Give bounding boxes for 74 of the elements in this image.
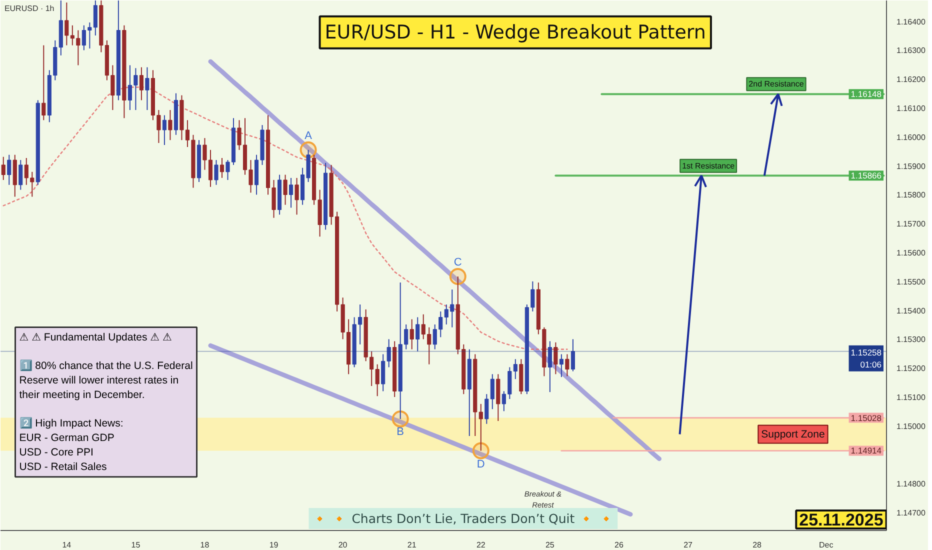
series-label: 1st Resistance	[682, 161, 736, 170]
data-label: 1.14914	[850, 446, 882, 456]
x-tick-label: 28	[752, 540, 762, 550]
candlestick	[168, 110, 172, 141]
candlestick	[283, 174, 288, 206]
candlestick	[7, 154, 12, 186]
y-tick-label: 1.15300	[896, 335, 926, 344]
candlestick	[42, 44, 46, 121]
y-tick-label: 1.15700	[896, 220, 926, 229]
candlestick	[381, 354, 386, 392]
candlestick	[410, 318, 414, 350]
band-label: Support Zone	[761, 428, 825, 440]
x-tick-label: 18	[200, 540, 210, 550]
y-tick-label: 1.16300	[896, 46, 926, 56]
y-tick-label: 1.15400	[896, 306, 926, 316]
y-tick-label: 1.15600	[896, 248, 926, 258]
candlestick	[220, 157, 224, 178]
data-label: 1.15028	[850, 412, 882, 423]
series-label: 2nd Resistance	[748, 80, 804, 89]
y-tick-label: 1.14800	[896, 480, 926, 489]
x-tick-label: 25	[545, 540, 555, 550]
text: EUR/USD - H1 - Wedge Breakout Pattern	[324, 21, 706, 44]
annotation: D	[476, 458, 485, 471]
point	[392, 410, 409, 428]
y-tick-label: 1.15900	[896, 162, 926, 171]
x-tick-label: 14	[62, 540, 72, 550]
point	[449, 268, 466, 285]
candlestick	[145, 66, 150, 111]
candlestick	[554, 342, 558, 375]
ref-line-label: 1.15258 01:06	[850, 347, 882, 370]
candlestick	[565, 354, 570, 377]
x-tick-label: 19	[269, 540, 279, 550]
data-label: 1.16148	[850, 89, 882, 100]
y-tick-label: 1.15200	[896, 364, 926, 374]
point	[472, 442, 490, 460]
y-tick-label: 1.15100	[896, 392, 926, 402]
y-tick-label: 1.16200	[896, 75, 926, 84]
annotation: A	[304, 130, 313, 142]
text: ⚠ ⚠ Fundamental Updates ⚠ ⚠ 1⃣ 80% chance that the U.S. Federal Reserve will lower interest rates in their meeting in December. 2⃣ High Impact News: EUR - German GDP USD - Core PPI USD - Retail Sales	[19, 331, 193, 473]
candlestick	[548, 340, 552, 393]
candlestick	[93, 0, 98, 36]
x-tick-label: Dec	[818, 540, 834, 550]
y-tick-label: 1.14700	[896, 508, 926, 518]
annotation: 🔸 🔸 Charts Don’t Lie, Traders Don’t Quit 🔸 🔸	[312, 511, 615, 526]
y-tick-label: 1.16000	[896, 132, 926, 142]
data-label: 1.15866	[850, 170, 882, 181]
x-tick-label: 20	[338, 540, 348, 550]
candlestick	[289, 177, 294, 208]
line-series	[208, 59, 662, 462]
y-tick-label: 1.16400	[896, 17, 926, 26]
candlestick	[1, 156, 6, 180]
candlestick	[18, 160, 23, 190]
candlestick	[416, 316, 420, 352]
x-tick-label: 26	[614, 540, 624, 550]
candlestick	[570, 338, 575, 372]
annotation: 25.11.2025	[799, 510, 884, 530]
x-tick-label: 27	[684, 540, 694, 550]
candlestick	[358, 304, 362, 345]
y-tick-label: 1.16100	[896, 104, 926, 114]
candlestick	[139, 66, 144, 101]
chart-subtitle: EURUSD · 1h	[4, 4, 54, 13]
candlestick	[559, 354, 564, 378]
x-tick-label: 15	[131, 540, 141, 550]
candlestick	[162, 114, 166, 146]
x-tick-label: 22	[476, 540, 486, 550]
candlestick	[386, 338, 391, 368]
y-tick-label: 1.15000	[896, 422, 926, 431]
y-tick-label: 1.15800	[896, 190, 926, 200]
y-tick-label: 1.15500	[896, 277, 926, 286]
annotation: B	[396, 426, 404, 438]
candlestick	[294, 177, 299, 216]
candlestick	[214, 160, 218, 186]
x-tick-label: 21	[407, 540, 417, 550]
annotation: C	[454, 256, 462, 268]
